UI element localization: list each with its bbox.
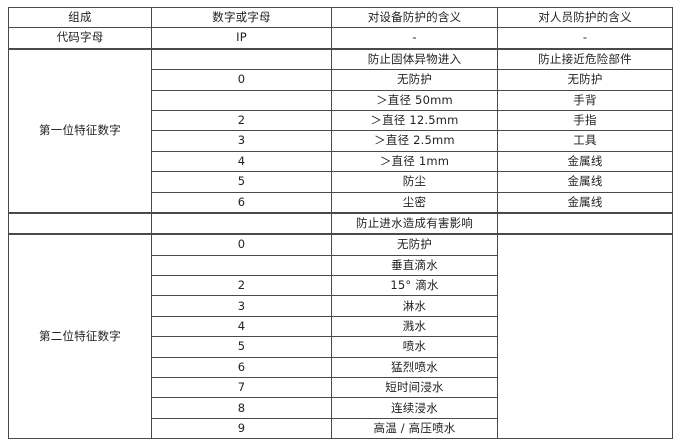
cell-device: ＞直径 12.5mm xyxy=(331,109,498,132)
cell-section2-note-digit xyxy=(151,211,332,235)
cell-digit: 0 xyxy=(151,69,332,91)
cell-digit: 0 xyxy=(151,233,332,256)
cell-device: 溅水 xyxy=(331,315,498,338)
cell-device: 垂直滴水 xyxy=(331,254,498,277)
table-row: 7 短时间浸水 xyxy=(9,377,673,399)
table-row: 5 喷水 xyxy=(9,336,673,358)
cell-device: 猛烈喷水 xyxy=(331,356,498,379)
table-row-section1-note: 第一位特征数字 防止固体异物进入 防止接近危险部件 xyxy=(8,47,673,214)
cell-device: 高温 / 高压喷水 xyxy=(331,417,498,439)
header-cell-compose: 组成 xyxy=(8,6,152,29)
cell-digit: 3 xyxy=(151,295,332,317)
cell-code-letter-compose: 代码字母 xyxy=(8,27,152,50)
table-body: 组成 数字或字母 对设备防护的含义 对人员防护的含义 代码字母 IP - - 第… xyxy=(8,6,673,439)
cell-section1-label: 第一位特征数字 xyxy=(8,47,152,214)
cell-device: 无防护 xyxy=(331,69,498,91)
cell-person: 手背 xyxy=(497,89,673,111)
table-row-section2-note: 防止进水造成有害影响 xyxy=(8,211,673,235)
header-cell-digit: 数字或字母 xyxy=(151,6,332,29)
cell-person: 手指 xyxy=(497,109,673,132)
cell-digit: 8 xyxy=(151,397,332,419)
cell-code-letter-digit: IP xyxy=(151,27,332,50)
cell-digit: 5 xyxy=(151,171,332,193)
cell-device: 连续浸水 xyxy=(331,397,498,419)
cell-section2-note-compose xyxy=(8,211,152,235)
table-row-code-letter: 代码字母 IP - - xyxy=(8,27,673,50)
cell-digit: 9 xyxy=(151,417,332,439)
header-cell-person: 对人员防护的含义 xyxy=(497,6,673,29)
cell-person: 金属线 xyxy=(497,171,673,193)
cell-section2-device-note: 防止进水造成有害影响 xyxy=(331,211,498,235)
cell-person: 工具 xyxy=(497,130,673,152)
cell-digit: 2 xyxy=(151,275,332,297)
cell-section2-person-note xyxy=(497,211,673,235)
table-row: 2 15° 滴水 xyxy=(9,275,673,297)
cell-code-letter-device: - xyxy=(331,27,498,50)
cell-digit xyxy=(151,89,332,111)
table-sheet: 组成 数字或字母 对设备防护的含义 对人员防护的含义 代码字母 IP - - 第… xyxy=(8,6,673,439)
cell-person: 金属线 xyxy=(497,191,673,214)
table-row: 6 猛烈喷水 xyxy=(9,356,673,379)
cell-device: ＞直径 1mm xyxy=(331,150,498,173)
table-row: 5 防尘 金属线 xyxy=(9,171,673,193)
ip-protection-table: 组成 数字或字母 对设备防护的含义 对人员防护的含义 代码字母 IP - - 第… xyxy=(8,6,673,439)
cell-section1-device-note: 防止固体异物进入 xyxy=(331,47,498,71)
cell-device: 无防护 xyxy=(331,233,498,256)
table-row: 4 ＞直径 1mm 金属线 xyxy=(9,150,673,173)
cell-device: ＞直径 2.5mm xyxy=(331,130,498,152)
cell-digit: 4 xyxy=(151,315,332,338)
cell-digit: 3 xyxy=(151,130,332,152)
cell-device: 短时间浸水 xyxy=(331,377,498,399)
table-row: 0 无防护 无防护 xyxy=(9,69,673,91)
cell-person: 无防护 xyxy=(497,69,673,91)
table-row: 第二位特征数字 0 无防护 xyxy=(8,233,673,439)
cell-section2-person-empty xyxy=(497,233,673,439)
table-header-row: 组成 数字或字母 对设备防护的含义 对人员防护的含义 xyxy=(8,6,673,29)
cell-section2-label: 第二位特征数字 xyxy=(8,233,152,439)
cell-section1-note-digit xyxy=(151,47,332,71)
cell-digit: 6 xyxy=(151,191,332,214)
header-cell-device: 对设备防护的含义 xyxy=(331,6,498,29)
cell-digit: 2 xyxy=(151,109,332,132)
cell-device: 15° 滴水 xyxy=(331,275,498,297)
table-row: 6 尘密 金属线 xyxy=(9,191,673,214)
cell-digit xyxy=(151,254,332,277)
cell-person: 金属线 xyxy=(497,150,673,173)
cell-digit: 5 xyxy=(151,336,332,358)
cell-device: ＞直径 50mm xyxy=(331,89,498,111)
cell-code-letter-person: - xyxy=(497,27,673,50)
cell-digit: 7 xyxy=(151,377,332,399)
table-row: 2 ＞直径 12.5mm 手指 xyxy=(9,109,673,132)
cell-section1-person-note: 防止接近危险部件 xyxy=(497,47,673,71)
table-row: 3 ＞直径 2.5mm 工具 xyxy=(9,130,673,152)
table-row: 4 溅水 xyxy=(9,315,673,338)
cell-digit: 6 xyxy=(151,356,332,379)
cell-device: 尘密 xyxy=(331,191,498,214)
cell-device: 喷水 xyxy=(331,336,498,358)
cell-device: 防尘 xyxy=(331,171,498,193)
cell-device: 淋水 xyxy=(331,295,498,317)
cell-digit: 4 xyxy=(151,150,332,173)
